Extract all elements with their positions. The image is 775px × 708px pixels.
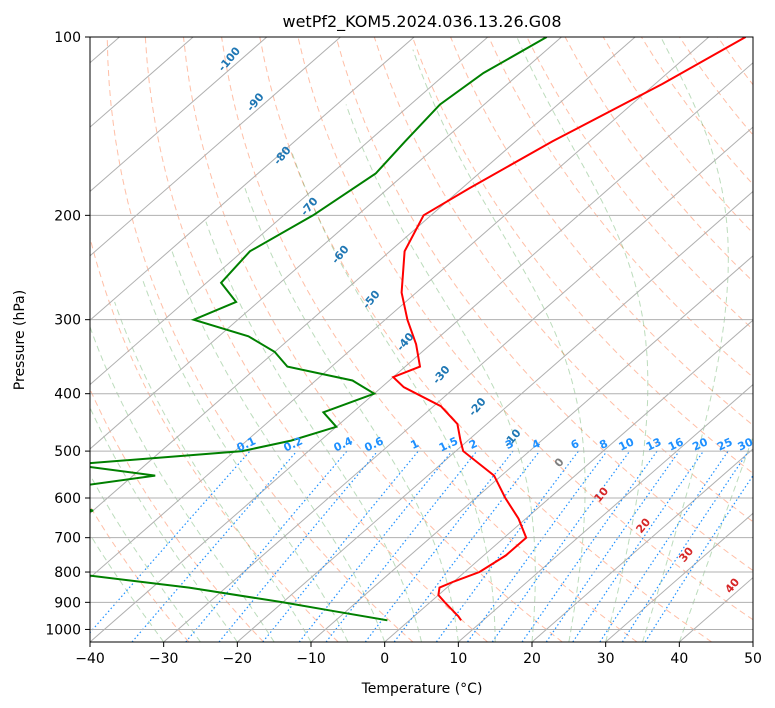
dewpoint-profile-line	[90, 37, 548, 622]
moist-adiabat-line	[114, 301, 312, 642]
isotherm-line	[90, 62, 753, 642]
x-axis-ticks: −40 −30 −20 −10 0 10 20 30 40 50	[75, 642, 762, 667]
x-tick-label: 20	[523, 651, 541, 667]
moist-adiabat-line	[244, 188, 459, 642]
moist-adiabat-line	[290, 149, 496, 642]
dry-adiabat-line	[90, 235, 339, 642]
x-tick-label: 50	[744, 651, 762, 667]
x-axis-label: Temperature (°C)	[361, 681, 483, 697]
dry-adiabat-line	[90, 505, 190, 642]
y-tick-label: 200	[54, 208, 81, 224]
x-tick-label: 40	[670, 651, 688, 667]
isotherm-line	[90, 37, 489, 386]
y-tick-label: 300	[54, 313, 81, 329]
moist-adiabat-line	[90, 473, 201, 642]
y-tick-label: 1000	[45, 622, 81, 638]
mixing-ratio-line	[262, 450, 419, 642]
isotherm-line	[90, 37, 415, 321]
isotherm-line	[90, 37, 710, 579]
isotherm-line	[458, 383, 753, 642]
pressure-gridlines	[90, 37, 753, 630]
isotherm-line	[90, 37, 562, 450]
moist-adiabat-line	[90, 406, 238, 642]
mixing-ratio-lines	[90, 450, 753, 642]
dry-adiabat-line	[144, 37, 488, 642]
dry-adiabat-line	[450, 37, 753, 426]
temperature-profile-line	[391, 37, 747, 621]
moist-adiabats	[90, 37, 753, 642]
isotherm-line	[90, 37, 636, 514]
dry-adiabat-line	[373, 37, 753, 523]
dry-adiabat-line	[526, 37, 753, 331]
y-tick-label: 900	[54, 595, 81, 611]
isotherm-line	[605, 512, 753, 642]
skewed-isotherms	[90, 37, 753, 642]
y-tick-label: 500	[54, 444, 81, 460]
mixing-ratio-line	[185, 450, 348, 642]
mixing-ratio-line	[599, 450, 729, 642]
mixing-ratio-line	[621, 450, 750, 642]
mixing-ratio-line	[90, 450, 251, 634]
moist-adiabat-line	[516, 37, 649, 642]
isotherm-line	[90, 37, 341, 257]
isotherm-line	[310, 255, 753, 642]
moist-adiabat-line	[205, 221, 422, 642]
mixing-ratio-line	[491, 450, 631, 642]
mixing-ratio-label: 25	[715, 435, 734, 453]
x-tick-label: 0	[380, 651, 389, 667]
mixing-ratio-line	[393, 450, 541, 642]
y-tick-label: 100	[54, 30, 81, 46]
moist-adiabat-line	[412, 49, 586, 642]
mixing-ratio-label: 10	[617, 435, 637, 453]
moist-adiabat-line	[90, 325, 275, 642]
mixing-ratio-line	[644, 474, 753, 642]
y-tick-label: 600	[54, 491, 81, 507]
mixing-ratio-line	[521, 450, 658, 642]
moist-adiabat-line	[171, 251, 386, 642]
sounding-profiles	[90, 37, 747, 622]
x-tick-label: 30	[597, 651, 615, 667]
y-axis-ticks: 100 200 300 400 500 600 700 800 900 1000	[45, 30, 90, 638]
y-tick-label: 700	[54, 531, 81, 547]
mixing-ratio-line	[467, 450, 608, 642]
moist-adiabat-line	[345, 104, 536, 642]
mixing-ratio-line	[218, 450, 379, 642]
plot-frame	[89, 36, 754, 643]
isotherm-line	[531, 448, 753, 642]
x-tick-label: −10	[296, 651, 326, 667]
mixing-ratio-line	[298, 450, 453, 642]
isotherm-line	[163, 126, 753, 642]
plot-area: -100-90-80-70-60-50-40-30-20-10010203040…	[90, 37, 756, 642]
dry-adiabat-line	[488, 37, 753, 378]
y-tick-label: 400	[54, 387, 81, 403]
moist-adiabat-line	[678, 435, 753, 642]
mixing-ratio-label: 20	[690, 435, 710, 453]
moist-adiabat-line	[141, 277, 349, 642]
mixing-ratio-line	[545, 450, 680, 642]
mixing-ratio-line	[572, 450, 704, 642]
mixing-ratio-label: 13	[644, 435, 663, 453]
moist-adiabat-line	[90, 533, 165, 642]
mixing-ratio-label: 16	[666, 435, 686, 453]
isotherm-line	[90, 37, 268, 193]
chart-title: wetPf2_KOM5.2024.036.13.26.G08	[282, 12, 561, 32]
x-tick-label: −40	[75, 651, 105, 667]
moist-adiabat-line	[642, 37, 729, 642]
x-tick-label: −30	[149, 651, 179, 667]
x-tick-label: 10	[449, 651, 467, 667]
isotherm-line	[384, 319, 753, 642]
mixing-ratio-label: 30	[736, 435, 756, 453]
isotherm-line	[237, 190, 753, 642]
y-tick-label: 800	[54, 565, 81, 581]
x-tick-label: −20	[223, 651, 253, 667]
y-axis-label: Pressure (hPa)	[12, 290, 28, 390]
